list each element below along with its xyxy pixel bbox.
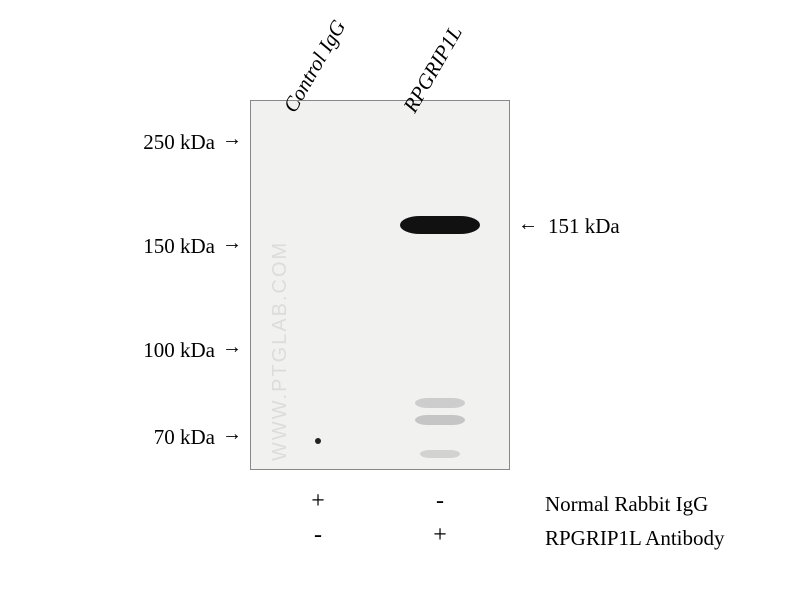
mw-marker-label: 70 kDa <box>140 425 215 450</box>
nonspecific-band <box>420 450 460 458</box>
presence-mark: + <box>425 522 455 549</box>
mw-marker-arrow: → <box>222 423 242 446</box>
mw-marker-arrow: → <box>222 232 242 255</box>
mw-marker-label: 100 kDa <box>130 338 215 363</box>
presence-mark: - <box>303 522 333 549</box>
watermark-text: WWW.PTGLAB.COM <box>269 241 292 461</box>
mw-marker-arrow: → <box>222 128 242 151</box>
mw-marker-label: 250 kDa <box>130 130 215 155</box>
target-band <box>400 216 480 234</box>
mw-marker-arrow: → <box>222 336 242 359</box>
target-band-label: 151 kDa <box>548 214 620 239</box>
condition-label: RPGRIP1L Antibody <box>545 526 725 551</box>
target-band-arrow: ← <box>518 213 538 236</box>
mw-marker-label: 150 kDa <box>130 234 215 259</box>
blot-membrane: WWW.PTGLAB.COM <box>250 100 510 470</box>
nonspecific-band <box>415 398 465 408</box>
condition-label: Normal Rabbit IgG <box>545 492 708 517</box>
western-blot-figure: WWW.PTGLAB.COM Control IgG RPGRIP1L 250 … <box>0 0 800 600</box>
nonspecific-band <box>415 415 465 425</box>
presence-mark: + <box>303 488 333 515</box>
artifact-spot <box>315 438 321 444</box>
presence-mark: - <box>425 488 455 515</box>
